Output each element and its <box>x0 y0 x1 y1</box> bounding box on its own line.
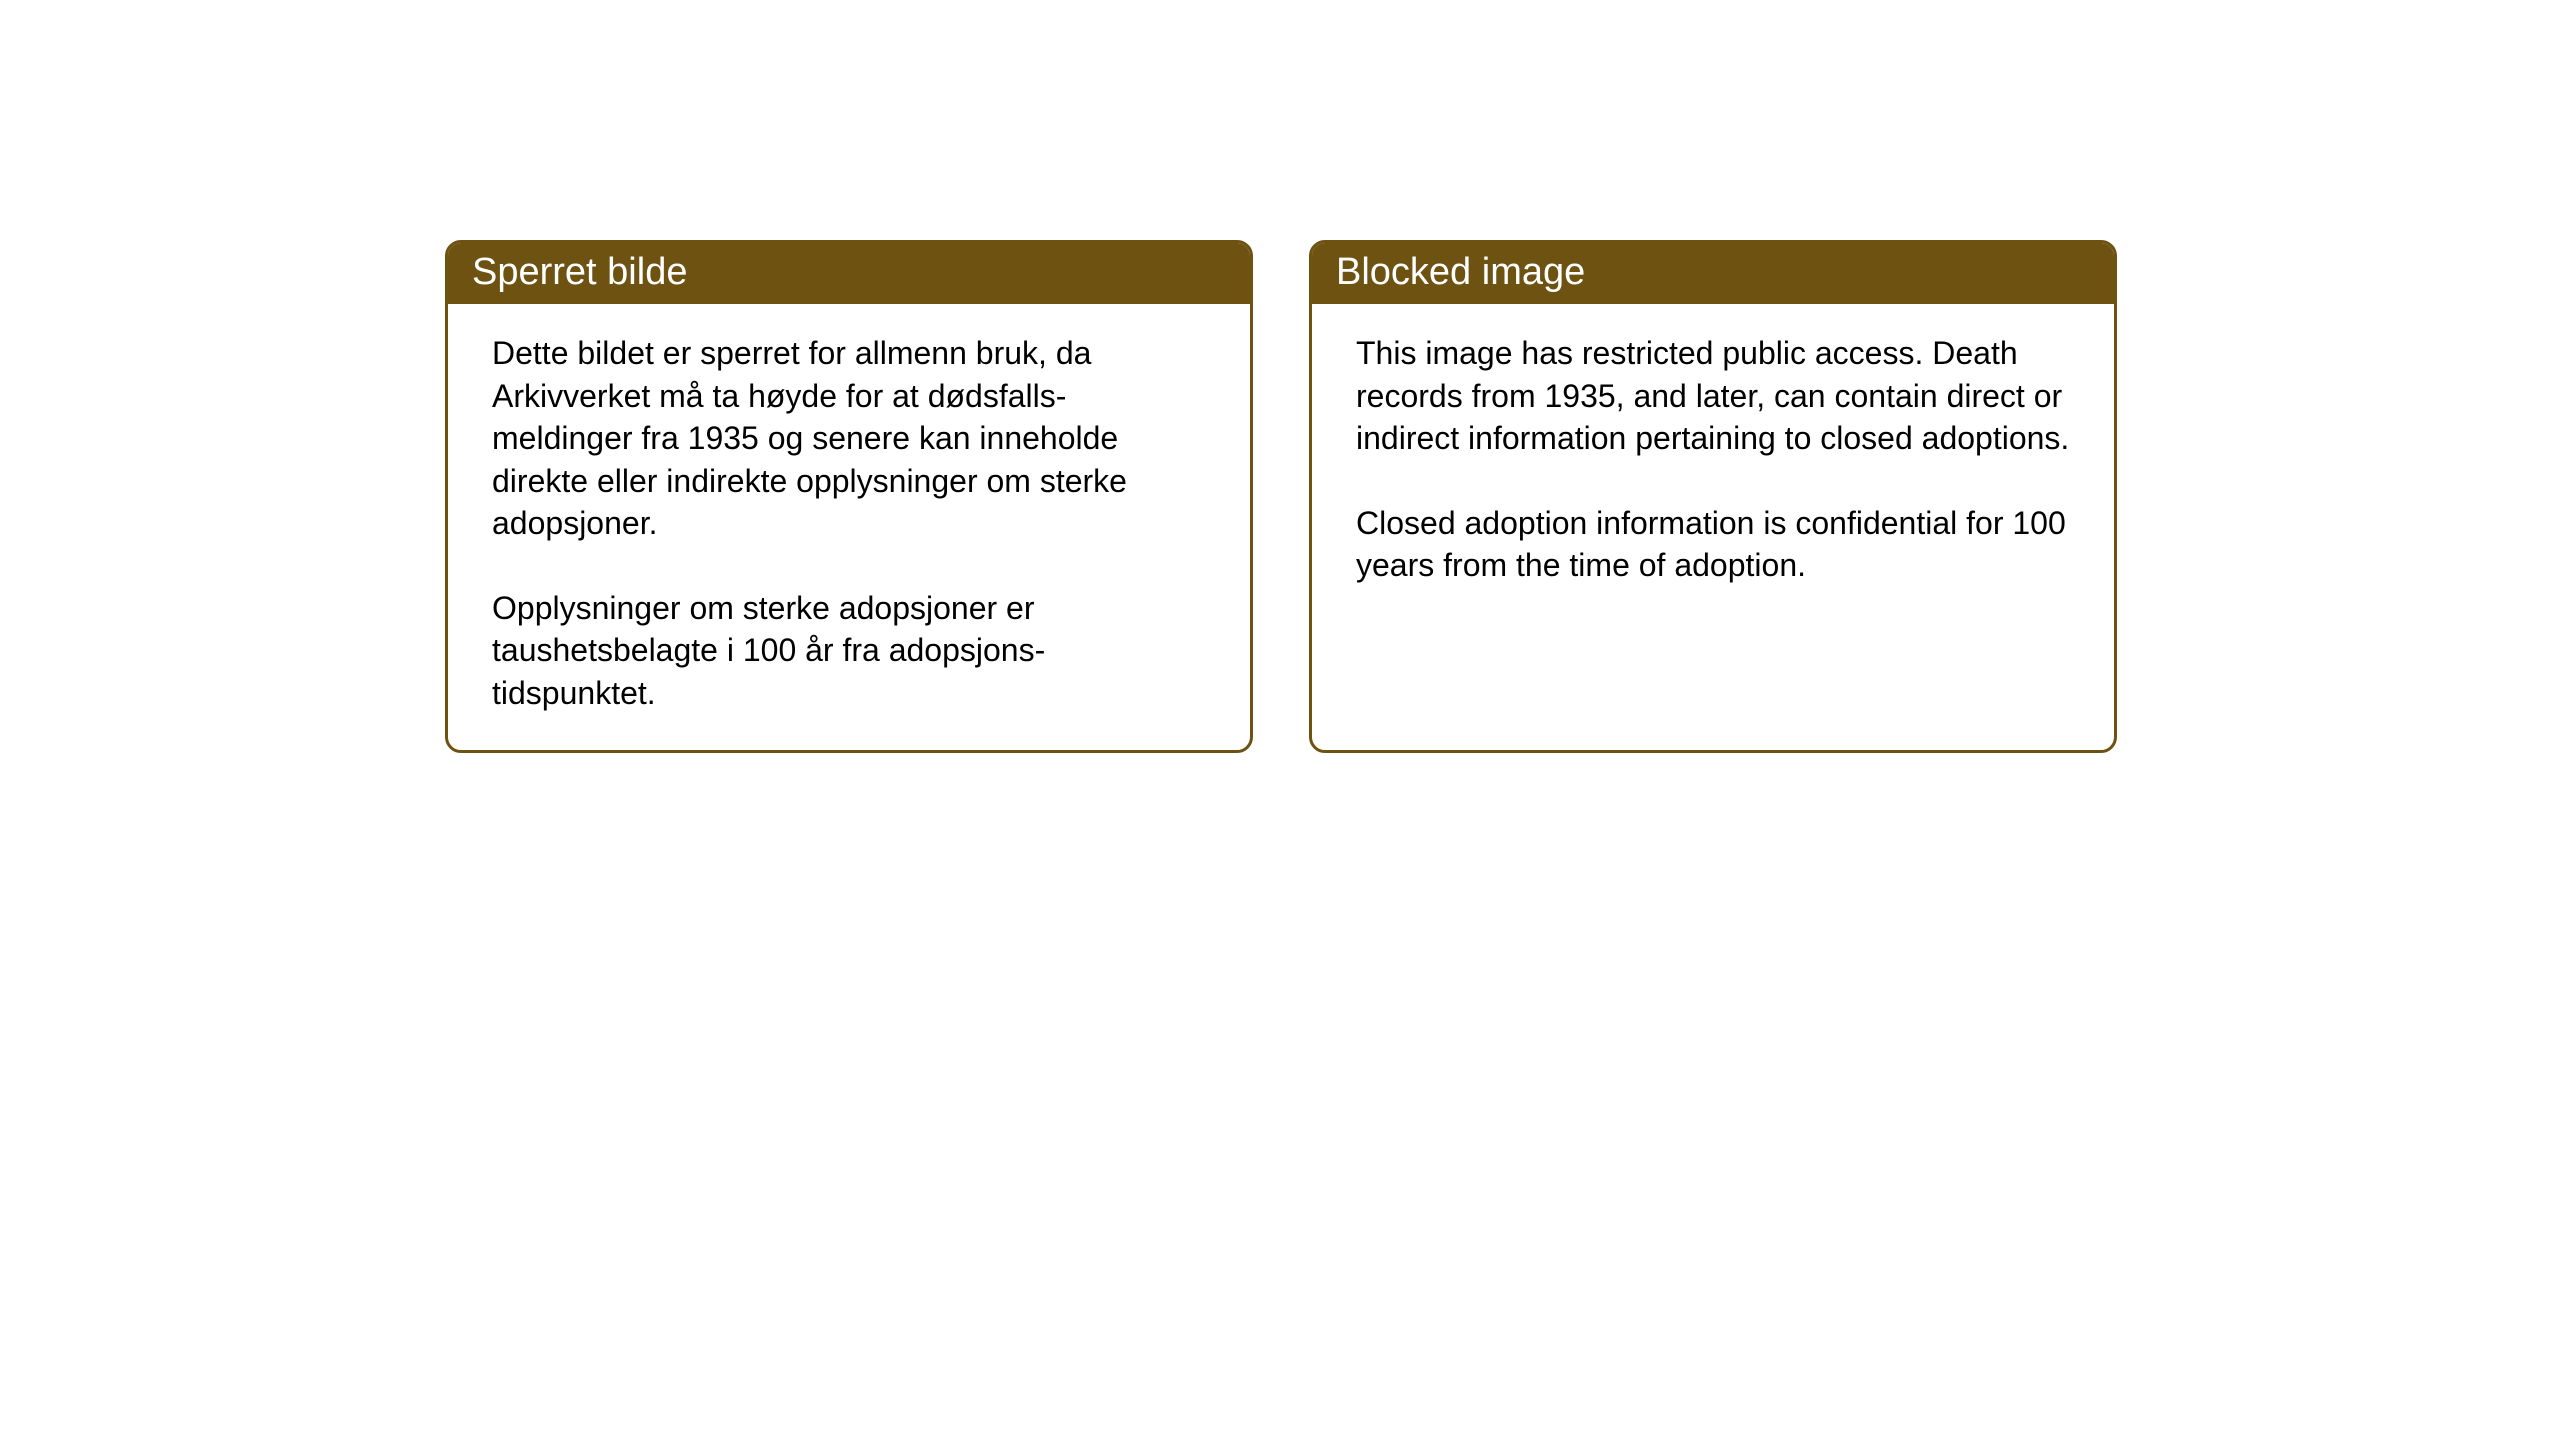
notice-body-norwegian: Dette bildet er sperret for allmenn bruk… <box>448 304 1250 750</box>
notice-paragraph1-english: This image has restricted public access.… <box>1356 332 2070 460</box>
notice-title-english: Blocked image <box>1336 251 1585 293</box>
notice-title-norwegian: Sperret bilde <box>472 251 687 293</box>
notice-body-english: This image has restricted public access.… <box>1312 304 2114 623</box>
notice-header-norwegian: Sperret bilde <box>448 243 1250 304</box>
notice-header-english: Blocked image <box>1312 243 2114 304</box>
notice-paragraph2-norwegian: Opplysninger om sterke adopsjoner er tau… <box>492 587 1206 715</box>
notice-paragraph1-norwegian: Dette bildet er sperret for allmenn bruk… <box>492 332 1206 545</box>
notice-box-norwegian: Sperret bilde Dette bildet er sperret fo… <box>445 240 1253 753</box>
notice-paragraph2-english: Closed adoption information is confident… <box>1356 502 2070 587</box>
notice-box-english: Blocked image This image has restricted … <box>1309 240 2117 753</box>
notice-container: Sperret bilde Dette bildet er sperret fo… <box>445 240 2117 753</box>
